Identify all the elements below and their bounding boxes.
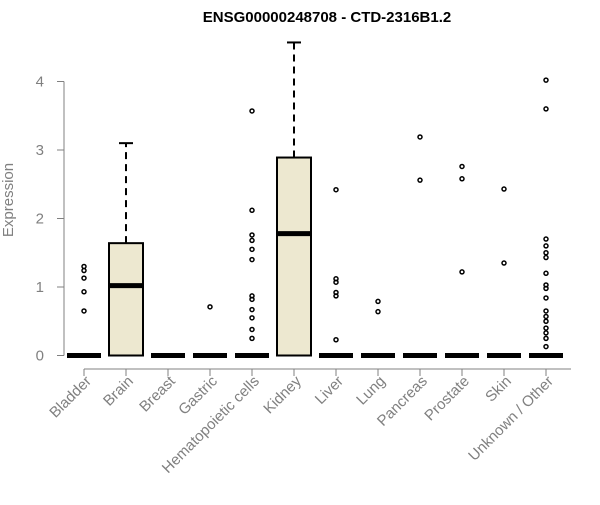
outlier-point [249, 108, 255, 114]
outlier-point [249, 293, 255, 299]
y-tick-label: 2 [36, 211, 44, 228]
x-tick-label-prostate: Prostate [421, 373, 473, 425]
outlier-point [249, 207, 255, 214]
x-tick-label-breast: Breast [136, 372, 179, 415]
outlier-point [81, 275, 87, 281]
box-gastric [193, 304, 227, 358]
outlier-point [249, 315, 255, 321]
outlier-point [501, 260, 507, 266]
outlier-point [543, 313, 549, 320]
outlier-point [543, 343, 549, 350]
outlier-point [543, 77, 549, 83]
box-series [67, 41, 563, 358]
x-tick-label-bladder: Bladder [46, 373, 95, 422]
outlier-point [543, 243, 549, 249]
outlier-point [375, 298, 381, 305]
box-prostate [445, 163, 479, 358]
outlier-point [543, 270, 549, 277]
outlier-point [543, 250, 549, 256]
x-tick-label-brain: Brain [100, 373, 137, 410]
outlier-point [333, 276, 339, 282]
outlier-point [459, 176, 465, 182]
outlier-point [81, 263, 87, 270]
box-kidney [276, 41, 312, 357]
box-brain [108, 142, 144, 357]
outlier-point [333, 289, 339, 296]
box-liver [319, 186, 353, 358]
outlier-point [543, 282, 549, 288]
outlier-point [543, 335, 549, 342]
outlier-point [501, 186, 507, 192]
outlier-point [249, 232, 255, 238]
box-lung [361, 298, 395, 358]
outlier-point [543, 325, 549, 331]
outlier-point [81, 289, 87, 295]
outlier-point [249, 256, 255, 263]
outlier-point [417, 177, 423, 183]
y-tick-label: 4 [36, 74, 44, 91]
outlier-point [333, 336, 339, 343]
box-pancreas [403, 134, 437, 358]
box-unknown-other [529, 77, 563, 358]
outlier-point [375, 308, 381, 315]
outlier-point [543, 318, 549, 324]
y-tick-label: 1 [36, 279, 44, 296]
box-bladder [67, 263, 101, 358]
box-hematopoietic-cells [235, 108, 269, 358]
box-iqr [276, 156, 312, 357]
outlier-point [543, 236, 549, 242]
outlier-point [333, 186, 339, 193]
outlier-point [81, 308, 87, 314]
outlier-point [459, 163, 465, 170]
y-axis-title: Expression [0, 163, 17, 237]
outlier-point [543, 308, 549, 314]
outlier-point [459, 269, 465, 275]
outlier-point [207, 304, 213, 310]
outlier-point [543, 295, 549, 301]
chart-title: ENSG00000248708 - CTD-2316B1.2 [203, 9, 451, 26]
x-tick-label-kidney: Kidney [260, 372, 305, 417]
outlier-point [249, 306, 255, 313]
outlier-point [543, 330, 549, 336]
outlier-point [417, 134, 423, 140]
outlier-point [249, 335, 255, 342]
outlier-point [249, 237, 255, 244]
box-skin [487, 186, 521, 358]
x-tick-label-liver: Liver [312, 373, 347, 408]
x-tick-label-lung: Lung [353, 373, 389, 409]
y-tick-label: 0 [36, 348, 44, 365]
outlier-point [543, 106, 549, 112]
outlier-point [249, 246, 255, 253]
outlier-point [543, 254, 549, 261]
outlier-point [249, 326, 255, 333]
y-axis-ticks: 0 1 2 3 4 [36, 74, 64, 365]
x-tick-label-skin: Skin [482, 373, 515, 406]
y-tick-label: 3 [36, 142, 44, 159]
box-iqr [108, 242, 144, 357]
